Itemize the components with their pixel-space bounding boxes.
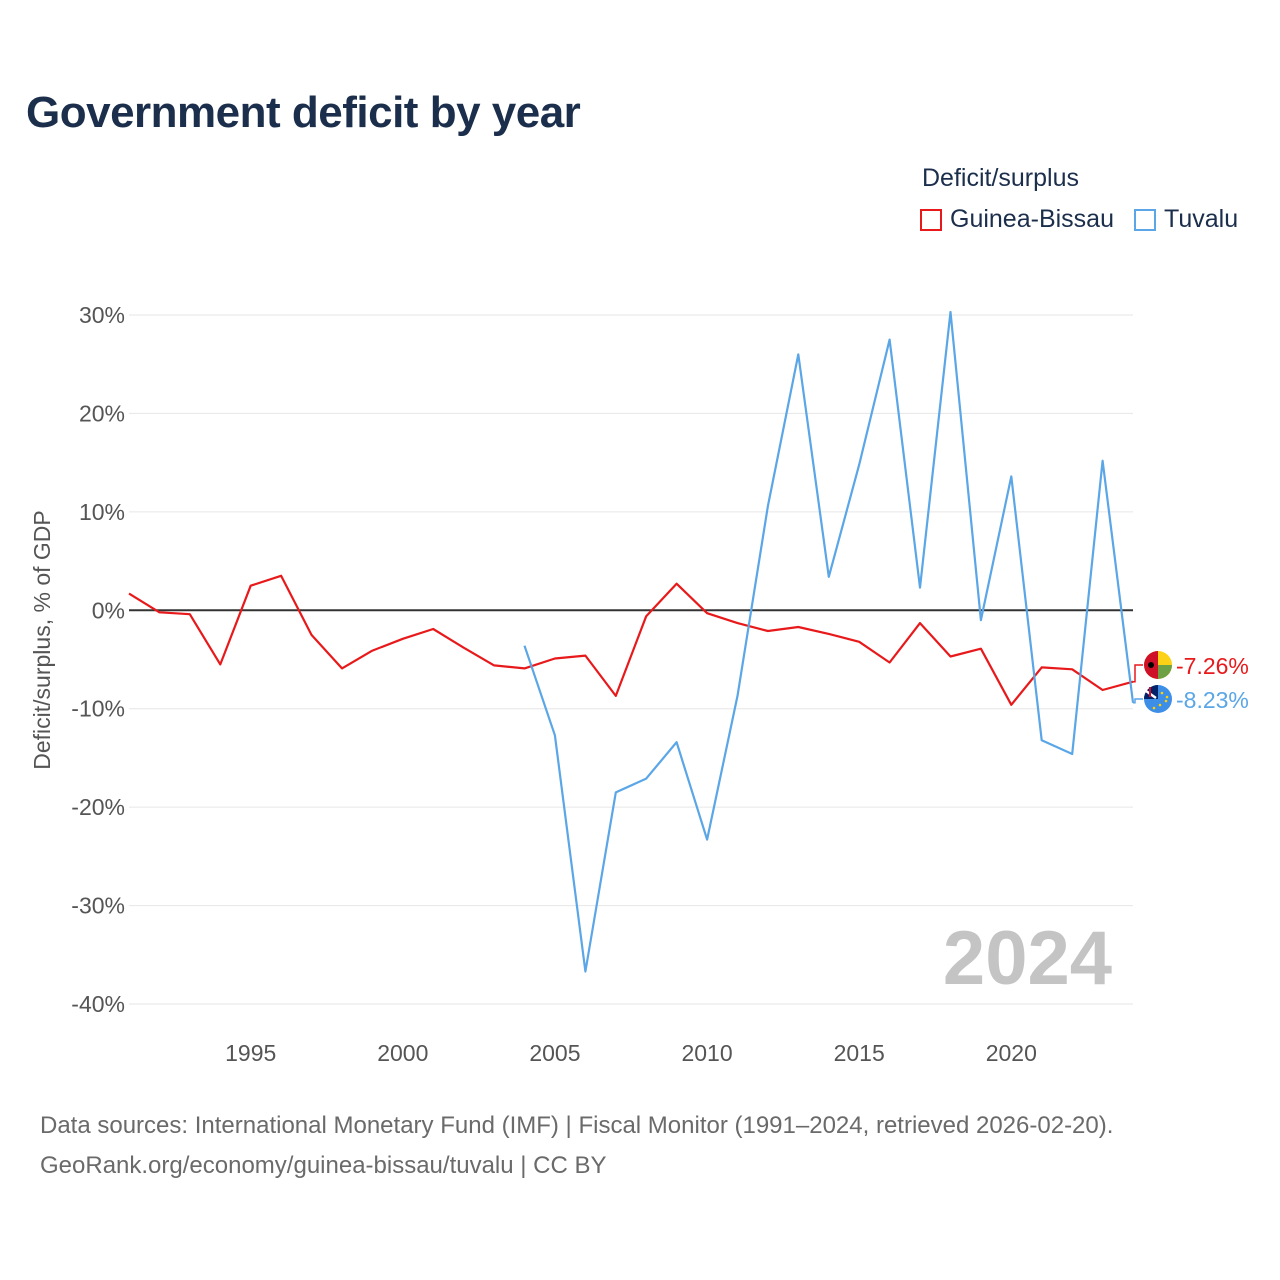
- data-point[interactable]: [1008, 473, 1014, 479]
- data-point[interactable]: [582, 969, 588, 975]
- line-chart: 30% 20% 10% 0% -10% -20% -30% -40% 1995 2000 2005…: [29, 302, 1249, 1066]
- year-watermark: 2024: [943, 916, 1112, 1001]
- data-point[interactable]: [552, 732, 558, 738]
- data-point[interactable]: [978, 617, 984, 623]
- data-point[interactable]: [887, 337, 893, 343]
- data-point[interactable]: [734, 620, 740, 626]
- data-point[interactable]: [461, 645, 467, 651]
- data-point[interactable]: [522, 665, 528, 671]
- legend-label-guinea-bissau: Guinea-Bissau: [950, 205, 1114, 233]
- y-tick-label: 20%: [79, 400, 125, 426]
- data-point[interactable]: [674, 739, 680, 745]
- data-point[interactable]: [217, 661, 223, 667]
- gridlines: [129, 314, 1133, 1005]
- y-tick-label: -40%: [71, 991, 125, 1017]
- legend-item-guinea-bissau[interactable]: Guinea-Bissau: [920, 205, 1114, 234]
- data-point[interactable]: [1008, 702, 1014, 708]
- y-tick-label: 0%: [92, 597, 125, 623]
- data-point[interactable]: [856, 639, 862, 645]
- legend-swatch-guinea-bissau: [920, 208, 942, 231]
- data-point[interactable]: [826, 631, 832, 637]
- data-point[interactable]: [156, 609, 162, 615]
- data-point[interactable]: [613, 693, 619, 699]
- data-point[interactable]: [582, 653, 588, 659]
- data-point[interactable]: [917, 620, 923, 626]
- series-line-tuvalu[interactable]: [523, 310, 1135, 973]
- data-point[interactable]: [887, 659, 893, 665]
- end-value-label: -8.23%: [1176, 687, 1249, 713]
- data-point[interactable]: [278, 573, 284, 579]
- end-connector: [1133, 698, 1143, 704]
- data-point[interactable]: [643, 776, 649, 782]
- data-point[interactable]: [522, 643, 528, 649]
- x-tick-label: 2020: [986, 1040, 1037, 1066]
- x-tick-label: 2000: [377, 1040, 428, 1066]
- source-note: Data sources: International Monetary Fun…: [40, 1106, 1113, 1186]
- end-value-label: -7.26%: [1176, 653, 1249, 679]
- data-point[interactable]: [339, 665, 345, 671]
- legend-label-tuvalu: Tuvalu: [1163, 205, 1239, 233]
- data-point[interactable]: [947, 309, 953, 315]
- data-point[interactable]: [369, 648, 375, 654]
- data-point[interactable]: [430, 626, 436, 632]
- end-markers: -7.26% -8.23%: [1133, 651, 1249, 713]
- y-tick-label: -20%: [71, 794, 125, 820]
- data-point[interactable]: [643, 613, 649, 619]
- series-line-guinea-bissau[interactable]: [128, 574, 1134, 706]
- x-axis-ticks: 1995 2000 2005 2010 2015 2020: [225, 1040, 1037, 1066]
- data-point[interactable]: [704, 837, 710, 843]
- data-point[interactable]: [765, 503, 771, 509]
- data-point[interactable]: [1039, 737, 1045, 743]
- data-point[interactable]: [674, 581, 680, 587]
- data-point[interactable]: [1100, 687, 1106, 693]
- series-lines: [126, 309, 1135, 975]
- data-point[interactable]: [856, 462, 862, 468]
- data-point[interactable]: [126, 591, 132, 597]
- x-tick-label: 2015: [834, 1040, 885, 1066]
- y-axis-title: Deficit/surplus, % of GDP: [29, 510, 55, 769]
- x-tick-label: 1995: [225, 1040, 276, 1066]
- source-line-2[interactable]: GeoRank.org/economy/guinea-bissau/tuvalu…: [40, 1152, 607, 1179]
- legend-swatch-tuvalu: [1133, 208, 1156, 231]
- y-tick-label: -30%: [71, 893, 125, 919]
- data-point[interactable]: [248, 583, 254, 589]
- data-point[interactable]: [400, 636, 406, 642]
- chart-title: Government deficit by year: [26, 88, 581, 137]
- data-point[interactable]: [826, 574, 832, 580]
- data-point[interactable]: [734, 693, 740, 699]
- data-point[interactable]: [1039, 664, 1045, 670]
- legend-title: Deficit/surplus: [922, 164, 1079, 192]
- data-point[interactable]: [491, 662, 497, 668]
- data-point[interactable]: [765, 628, 771, 634]
- data-point[interactable]: [917, 585, 923, 591]
- y-tick-label: -10%: [71, 696, 125, 722]
- x-tick-label: 2010: [681, 1040, 732, 1066]
- data-point[interactable]: [187, 611, 193, 617]
- end-connector: [1133, 664, 1143, 683]
- data-point[interactable]: [613, 789, 619, 795]
- data-point[interactable]: [947, 654, 953, 660]
- data-point[interactable]: [1100, 458, 1106, 464]
- data-point[interactable]: [309, 632, 315, 638]
- data-point[interactable]: [795, 351, 801, 357]
- y-tick-label: 10%: [79, 499, 125, 525]
- x-tick-label: 2005: [529, 1040, 580, 1066]
- legend-item-tuvalu[interactable]: Tuvalu: [1133, 205, 1239, 234]
- tuvalu-flag-icon: [1144, 685, 1172, 713]
- source-line-1: Data sources: International Monetary Fun…: [40, 1112, 1114, 1139]
- y-tick-label: 30%: [79, 302, 125, 328]
- data-point[interactable]: [704, 610, 710, 616]
- data-point[interactable]: [552, 656, 558, 662]
- legend: Guinea-Bissau Tuvalu: [920, 205, 1258, 234]
- y-axis-ticks: 30% 20% 10% 0% -10% -20% -30% -40%: [71, 302, 125, 1017]
- data-point[interactable]: [978, 646, 984, 652]
- data-point[interactable]: [1069, 751, 1075, 757]
- data-point[interactable]: [795, 624, 801, 630]
- guinea-bissau-flag-icon: [1144, 651, 1172, 679]
- data-point[interactable]: [1069, 666, 1075, 672]
